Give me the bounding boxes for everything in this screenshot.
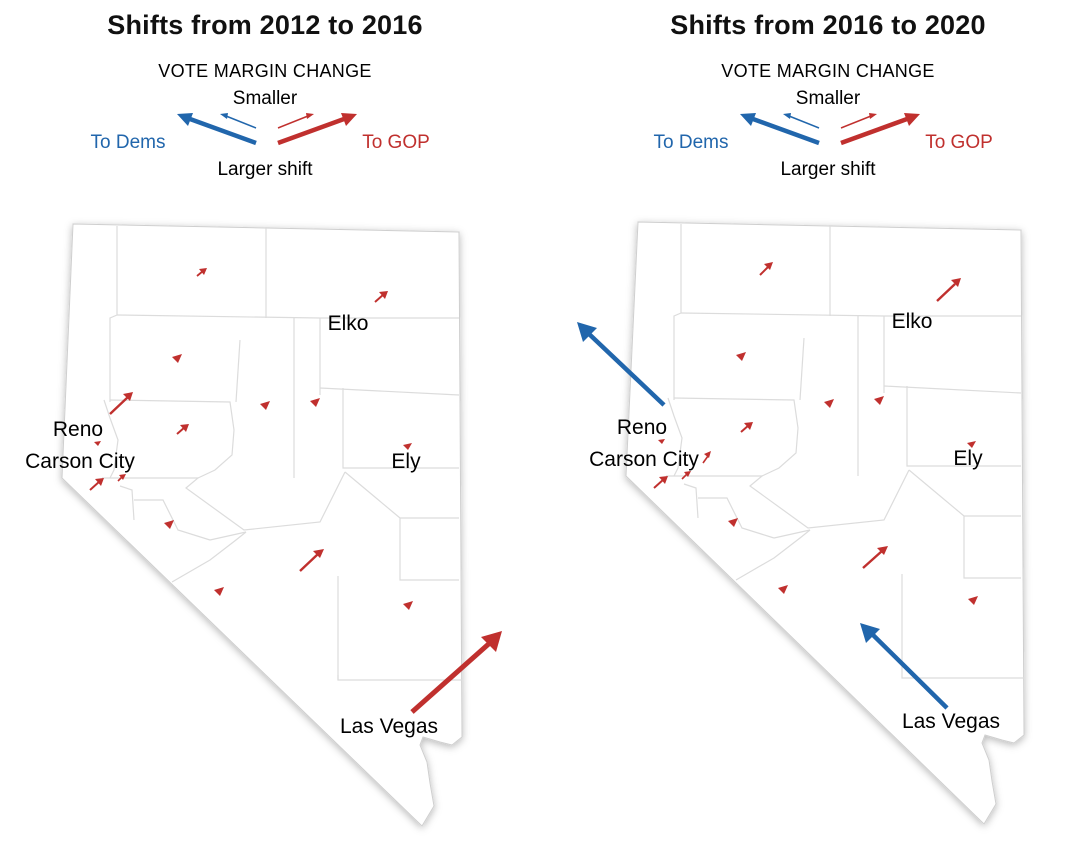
legend-larger-label: Larger shift: [780, 159, 876, 180]
shift-arrow-mineral: [164, 520, 174, 529]
shift-arrow-pershing: [736, 352, 746, 361]
shift-arrow-humboldt: [196, 268, 207, 277]
shift-arrow-churchill: [740, 422, 753, 433]
legend-arrow-dem-small: [783, 113, 820, 129]
shift-arrow-churchill: [176, 424, 189, 435]
legend-arrow-dem-large: [177, 113, 257, 146]
city-label-las-vegas: Las Vegas: [902, 710, 1000, 733]
shift-arrow-clark: [410, 631, 502, 714]
shift-arrow-humboldt: [759, 262, 773, 276]
shift-arrow-washoe: [577, 322, 666, 407]
legend-arrow-dem-small: [220, 113, 257, 129]
legend-to-dems-label: To Dems: [654, 132, 729, 153]
shift-arrow-mineral: [728, 518, 738, 527]
shift-arrow-storey: [658, 439, 665, 444]
shift-arrow-lyon: [681, 471, 691, 480]
county-borders: [102, 226, 462, 681]
city-label-carson-city: Carson City: [589, 448, 699, 471]
legend-smaller-label: Smaller: [796, 88, 861, 109]
shift-arrow-douglas: [653, 476, 668, 489]
shift-arrow-eureka: [310, 398, 320, 407]
nevada-map: VOTE MARGIN CHANGE Smaller Larger shift …: [577, 61, 1025, 825]
map-title: Shifts from 2016 to 2020: [670, 10, 986, 40]
shift-arrow-eureka: [874, 396, 884, 405]
map-title: Shifts from 2012 to 2016: [107, 10, 423, 40]
shift-arrow-lyon: [117, 474, 126, 482]
county-borders: [666, 224, 1024, 679]
legend-larger-label: Larger shift: [217, 159, 313, 180]
county-arrows: [577, 262, 978, 710]
legend-arrow-dem-large: [740, 113, 820, 146]
city-label-ely: Ely: [391, 450, 421, 473]
shift-arrow-white-pine: [403, 443, 412, 450]
legend-arrow-gop-small: [840, 113, 877, 129]
legend-to-gop-label: To GOP: [362, 132, 430, 153]
city-label-reno: Reno: [617, 416, 667, 439]
shift-arrow-lander: [824, 399, 834, 408]
shift-arrow-nye: [862, 546, 888, 569]
shift-arrow-lincoln: [968, 596, 978, 605]
city-label-elko: Elko: [892, 310, 933, 333]
shift-arrow-washoe: [109, 392, 133, 415]
shift-arrow-white-pine: [967, 441, 976, 448]
county-arrows: [89, 268, 502, 714]
shift-arrow-douglas: [89, 478, 104, 491]
legend-arrow-gop-large: [277, 113, 357, 146]
shift-arrow-storey: [94, 441, 101, 446]
legend-arrow-gop-large: [840, 113, 920, 146]
shift-arrow-nye: [299, 549, 324, 572]
shift-arrow-pershing: [172, 354, 182, 363]
shift-arrow-esmeralda: [778, 585, 788, 594]
shift-arrow-lincoln: [403, 601, 413, 610]
legend-arrow-gop-small: [277, 113, 314, 129]
city-label-ely: Ely: [953, 447, 983, 470]
map-panel-2012-2016: Shifts from 2012 to 2016 VOTE MARGIN CHA…: [25, 10, 502, 827]
city-label-carson-city: Carson City: [25, 450, 135, 473]
map-panel-2016-2020: Shifts from 2016 to 2020 VOTE MARGIN CHA…: [563, 0, 1080, 842]
shift-arrow-carson: [702, 451, 711, 464]
shift-arrow-clark: [860, 623, 949, 710]
legend-to-dems-label: To Dems: [91, 132, 166, 153]
nevada-map: VOTE MARGIN CHANGE Smaller Larger shift …: [25, 61, 502, 827]
shift-arrow-elko: [374, 291, 388, 303]
nevada-outline: [625, 221, 1025, 825]
legend-to-gop-label: To GOP: [925, 132, 993, 153]
shift-arrow-esmeralda: [214, 587, 224, 596]
nevada-outline: [61, 223, 463, 827]
shift-arrow-elko: [936, 278, 961, 302]
shift-arrow-lander: [260, 401, 270, 410]
legend-smaller-label: Smaller: [233, 88, 298, 109]
city-label-las-vegas: Las Vegas: [340, 715, 438, 738]
city-label-elko: Elko: [328, 312, 369, 335]
legend-heading: VOTE MARGIN CHANGE: [721, 61, 934, 81]
legend-heading: VOTE MARGIN CHANGE: [158, 61, 371, 81]
city-label-reno: Reno: [53, 418, 103, 441]
